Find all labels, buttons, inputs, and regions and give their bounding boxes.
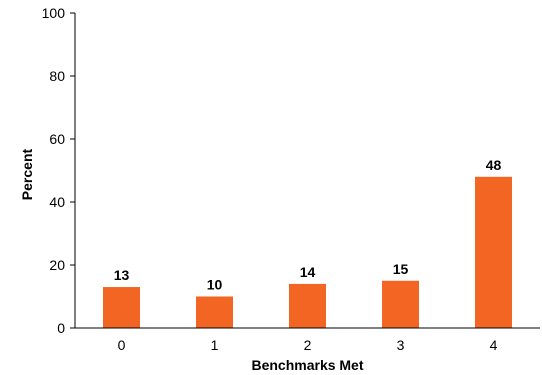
x-axis-title: Benchmarks Met xyxy=(251,357,363,373)
y-tick-label: 40 xyxy=(49,194,65,210)
bar-3 xyxy=(382,280,419,328)
y-axis-ticks: 0 20 40 60 80 100 xyxy=(42,5,75,336)
y-tick-label: 20 xyxy=(49,257,65,273)
bar-4 xyxy=(475,176,512,328)
y-tick-label: 80 xyxy=(49,68,65,84)
bars xyxy=(103,176,512,328)
data-label-0: 13 xyxy=(114,267,130,283)
x-tick-label: 3 xyxy=(397,337,405,353)
x-axis-ticks: 0 1 2 3 4 xyxy=(118,337,498,353)
data-label-3: 15 xyxy=(393,261,409,277)
data-labels: 13 10 14 15 48 xyxy=(114,157,502,293)
data-label-1: 10 xyxy=(207,277,223,293)
bar-1 xyxy=(196,296,233,328)
x-tick-label: 0 xyxy=(118,337,126,353)
y-tick-label: 60 xyxy=(49,131,65,147)
data-label-4: 48 xyxy=(486,157,502,173)
bar-2 xyxy=(289,283,326,328)
x-tick-label: 1 xyxy=(211,337,219,353)
y-axis-title: Percent xyxy=(19,148,35,200)
data-label-2: 14 xyxy=(300,264,316,280)
y-tick-label: 0 xyxy=(57,320,65,336)
bar-0 xyxy=(103,287,140,328)
x-tick-label: 2 xyxy=(304,337,312,353)
x-tick-label: 4 xyxy=(490,337,498,353)
y-tick-label: 100 xyxy=(42,5,66,21)
